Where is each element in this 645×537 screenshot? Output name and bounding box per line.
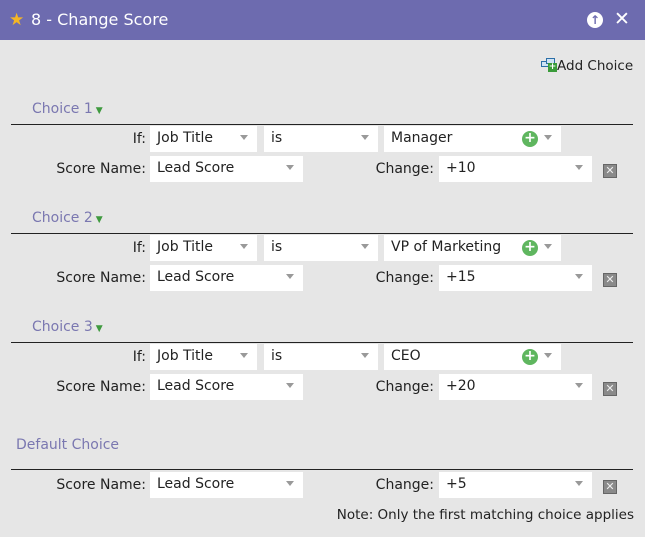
field-value: Job Title bbox=[157, 348, 214, 364]
chevron-down-icon bbox=[575, 274, 583, 279]
close-icon[interactable]: ✕ bbox=[614, 8, 630, 30]
operator-value: is bbox=[271, 239, 283, 255]
divider bbox=[11, 233, 633, 234]
score-name-value: Lead Score bbox=[157, 160, 235, 176]
default-change-select[interactable]: +5 bbox=[439, 472, 592, 498]
field-select[interactable]: Job Title bbox=[150, 126, 257, 152]
score-name-label: Score Name: bbox=[56, 477, 146, 493]
value-input[interactable]: Manager + bbox=[384, 126, 561, 152]
change-select[interactable]: +15 bbox=[439, 265, 592, 291]
window-title: 8 - Change Score bbox=[31, 10, 169, 29]
add-choice-label: Add Choice bbox=[557, 58, 634, 74]
chevron-down-icon bbox=[286, 165, 294, 170]
choice-header[interactable]: Choice 3 ▼ bbox=[32, 319, 103, 335]
value-text: Manager bbox=[391, 130, 453, 146]
chevron-down-icon bbox=[361, 135, 369, 140]
chevron-down-icon bbox=[286, 274, 294, 279]
change-select[interactable]: +10 bbox=[439, 156, 592, 182]
delete-icon[interactable]: ✕ bbox=[603, 164, 617, 178]
chevron-down-icon bbox=[575, 481, 583, 486]
choice-label: Choice 2 bbox=[32, 210, 93, 226]
arrow-up-icon[interactable]: ↑ bbox=[587, 12, 603, 28]
default-choice-label: Default Choice bbox=[16, 437, 120, 453]
choice-header[interactable]: Choice 2 ▼ bbox=[32, 210, 103, 226]
change-select[interactable]: +20 bbox=[439, 374, 592, 400]
chevron-down-icon[interactable] bbox=[544, 353, 552, 358]
change-value: +10 bbox=[446, 160, 476, 176]
value-input[interactable]: VP of Marketing + bbox=[384, 235, 561, 261]
field-value: Job Title bbox=[157, 239, 214, 255]
default-change-value: +5 bbox=[446, 476, 467, 492]
field-select[interactable]: Job Title bbox=[150, 235, 257, 261]
if-label: If: bbox=[132, 131, 146, 147]
operator-select[interactable]: is bbox=[264, 235, 378, 261]
change-label: Change: bbox=[375, 379, 434, 395]
choice-label: Choice 3 bbox=[32, 319, 93, 335]
add-value-icon[interactable]: + bbox=[522, 240, 538, 256]
score-name-label: Score Name: bbox=[56, 270, 146, 286]
divider bbox=[11, 469, 633, 470]
operator-select[interactable]: is bbox=[264, 126, 378, 152]
triangle-down-icon[interactable]: ▼ bbox=[95, 106, 103, 116]
value-text: VP of Marketing bbox=[391, 239, 502, 255]
change-label: Change: bbox=[375, 270, 434, 286]
add-choice-icon: + bbox=[541, 58, 557, 72]
change-label: Change: bbox=[375, 477, 434, 493]
score-name-value: Lead Score bbox=[157, 269, 235, 285]
chevron-down-icon bbox=[575, 383, 583, 388]
chevron-down-icon[interactable] bbox=[544, 244, 552, 249]
chevron-down-icon bbox=[240, 353, 248, 358]
chevron-down-icon bbox=[240, 135, 248, 140]
choice-label: Choice 1 bbox=[32, 101, 93, 117]
if-label: If: bbox=[132, 240, 146, 256]
chevron-down-icon bbox=[286, 383, 294, 388]
chevron-down-icon[interactable] bbox=[544, 135, 552, 140]
choice-header[interactable]: Choice 1 ▼ bbox=[32, 101, 103, 117]
change-value: +15 bbox=[446, 269, 476, 285]
triangle-down-icon[interactable]: ▼ bbox=[95, 324, 103, 334]
divider bbox=[11, 342, 633, 343]
field-value: Job Title bbox=[157, 130, 214, 146]
chevron-down-icon bbox=[361, 353, 369, 358]
score-name-label: Score Name: bbox=[56, 379, 146, 395]
if-label: If: bbox=[132, 349, 146, 365]
divider bbox=[11, 124, 633, 125]
score-name-select[interactable]: Lead Score bbox=[150, 265, 303, 291]
operator-select[interactable]: is bbox=[264, 344, 378, 370]
chevron-down-icon bbox=[361, 244, 369, 249]
star-icon: ★ bbox=[9, 10, 25, 30]
chevron-down-icon bbox=[575, 165, 583, 170]
default-score-name-value: Lead Score bbox=[157, 476, 235, 492]
add-choice-button[interactable]: + Add Choice bbox=[541, 58, 633, 74]
delete-icon[interactable]: ✕ bbox=[603, 382, 617, 396]
default-score-name-select[interactable]: Lead Score bbox=[150, 472, 303, 498]
score-name-select[interactable]: Lead Score bbox=[150, 156, 303, 182]
operator-value: is bbox=[271, 130, 283, 146]
score-name-label: Score Name: bbox=[56, 161, 146, 177]
value-input[interactable]: CEO + bbox=[384, 344, 561, 370]
change-value: +20 bbox=[446, 378, 476, 394]
operator-value: is bbox=[271, 348, 283, 364]
field-select[interactable]: Job Title bbox=[150, 344, 257, 370]
triangle-down-icon[interactable]: ▼ bbox=[95, 215, 103, 225]
value-text: CEO bbox=[391, 348, 421, 364]
chevron-down-icon bbox=[286, 481, 294, 486]
change-label: Change: bbox=[375, 161, 434, 177]
note-text: Note: Only the first matching choice app… bbox=[336, 507, 634, 523]
add-value-icon[interactable]: + bbox=[522, 349, 538, 365]
delete-icon[interactable]: ✕ bbox=[603, 273, 617, 287]
add-value-icon[interactable]: + bbox=[522, 131, 538, 147]
score-name-select[interactable]: Lead Score bbox=[150, 374, 303, 400]
chevron-down-icon bbox=[240, 244, 248, 249]
score-name-value: Lead Score bbox=[157, 378, 235, 394]
title-bar: ★ 8 - Change Score ↑ ✕ bbox=[0, 0, 645, 40]
delete-icon[interactable]: ✕ bbox=[603, 480, 617, 494]
